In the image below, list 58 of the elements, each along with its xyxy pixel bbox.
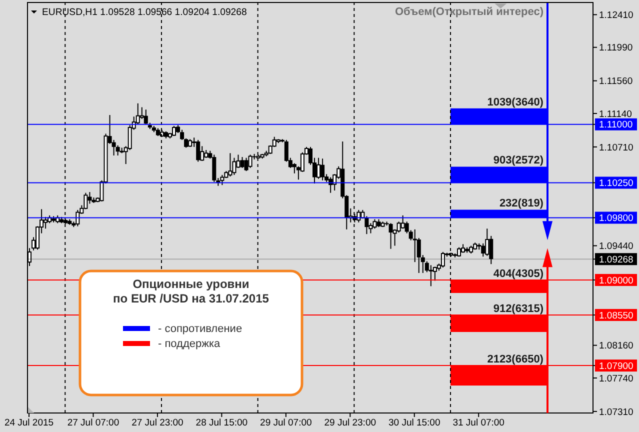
candlestick bbox=[320, 158, 325, 181]
annotation: 2123(6650) bbox=[487, 354, 544, 366]
y-tick-label: 1.11140 bbox=[599, 108, 632, 120]
y-tick-label: 1.07740 bbox=[599, 373, 634, 384]
y-tick-label: 1.10710 bbox=[599, 142, 634, 154]
candlestick bbox=[428, 264, 433, 287]
annotation: 232(819) bbox=[499, 198, 544, 210]
x-tick-label: 29 Jul 07:00 bbox=[260, 418, 312, 429]
candlestick bbox=[232, 157, 236, 176]
candlestick bbox=[44, 216, 48, 230]
x-tick-label: 27 Jul 07:00 bbox=[67, 418, 120, 429]
annotation: 903(2572) bbox=[493, 154, 544, 167]
y-tick-label: 1.09000 bbox=[599, 275, 634, 286]
y-tick-label: 1.08160 bbox=[599, 340, 634, 352]
candlestick bbox=[396, 221, 401, 234]
x-tick-label: 30 Jul 15:00 bbox=[388, 418, 440, 429]
candlestick bbox=[244, 157, 248, 172]
candlestick bbox=[228, 152, 232, 177]
annotation: Объем(Открытый интерес) bbox=[394, 6, 544, 18]
candlestick bbox=[220, 174, 224, 186]
y-tick-label: 1.10250 bbox=[599, 178, 634, 190]
annotation: 1039(3640) bbox=[487, 96, 544, 108]
x-tick-label: 24 Jul 2015 bbox=[4, 418, 54, 429]
candlestick bbox=[196, 139, 200, 162]
candlestick bbox=[481, 242, 486, 258]
x-tick-label: 28 Jul 15:00 bbox=[196, 418, 248, 429]
candlestick bbox=[372, 218, 377, 230]
x-tick-label: 31 Jul 07:00 bbox=[452, 418, 504, 429]
y-tick-label: 1.08550 bbox=[599, 310, 634, 322]
annotation: по EUR /USD на 31.07.2015 bbox=[113, 292, 270, 306]
y-tick-label: 1.11000 bbox=[599, 120, 633, 131]
candlestick bbox=[144, 109, 148, 125]
y-tick-label: 1.07310 bbox=[599, 406, 634, 418]
annotation: 912(6315) bbox=[493, 302, 544, 315]
annotation: - сопротивление bbox=[158, 323, 242, 335]
candlestick bbox=[212, 154, 216, 182]
candlestick bbox=[84, 192, 88, 210]
y-tick-label: 1.11990 bbox=[599, 42, 633, 54]
y-tick-label: 1.09800 bbox=[599, 213, 634, 224]
x-tick-label: 29 Jul 23:00 bbox=[324, 418, 376, 429]
candlestick bbox=[248, 154, 252, 168]
candlestick bbox=[76, 209, 80, 227]
text: EURUSD,H1 1.09528 1.09566 1.09204 1.09268 bbox=[42, 7, 247, 18]
annotation: - поддержка bbox=[158, 338, 222, 350]
candlestick bbox=[485, 228, 490, 256]
candlestick bbox=[400, 214, 405, 230]
y-tick-label: 1.12410 bbox=[599, 10, 634, 21]
candlestick bbox=[440, 251, 445, 268]
y-tick-label: 1.09440 bbox=[599, 241, 634, 252]
y-tick-label: 1.07900 bbox=[599, 360, 634, 372]
y-tick-label: 1.09268 bbox=[599, 254, 634, 266]
y-tick-label: 1.11560 bbox=[599, 76, 633, 88]
candlestick bbox=[316, 157, 321, 180]
candlestick bbox=[388, 222, 393, 250]
annotation: 404(4305) bbox=[493, 268, 544, 280]
candlestick bbox=[240, 156, 244, 168]
x-tick-label: 27 Jul 23:00 bbox=[132, 418, 184, 429]
annotation: Опционные уровни bbox=[132, 277, 250, 291]
